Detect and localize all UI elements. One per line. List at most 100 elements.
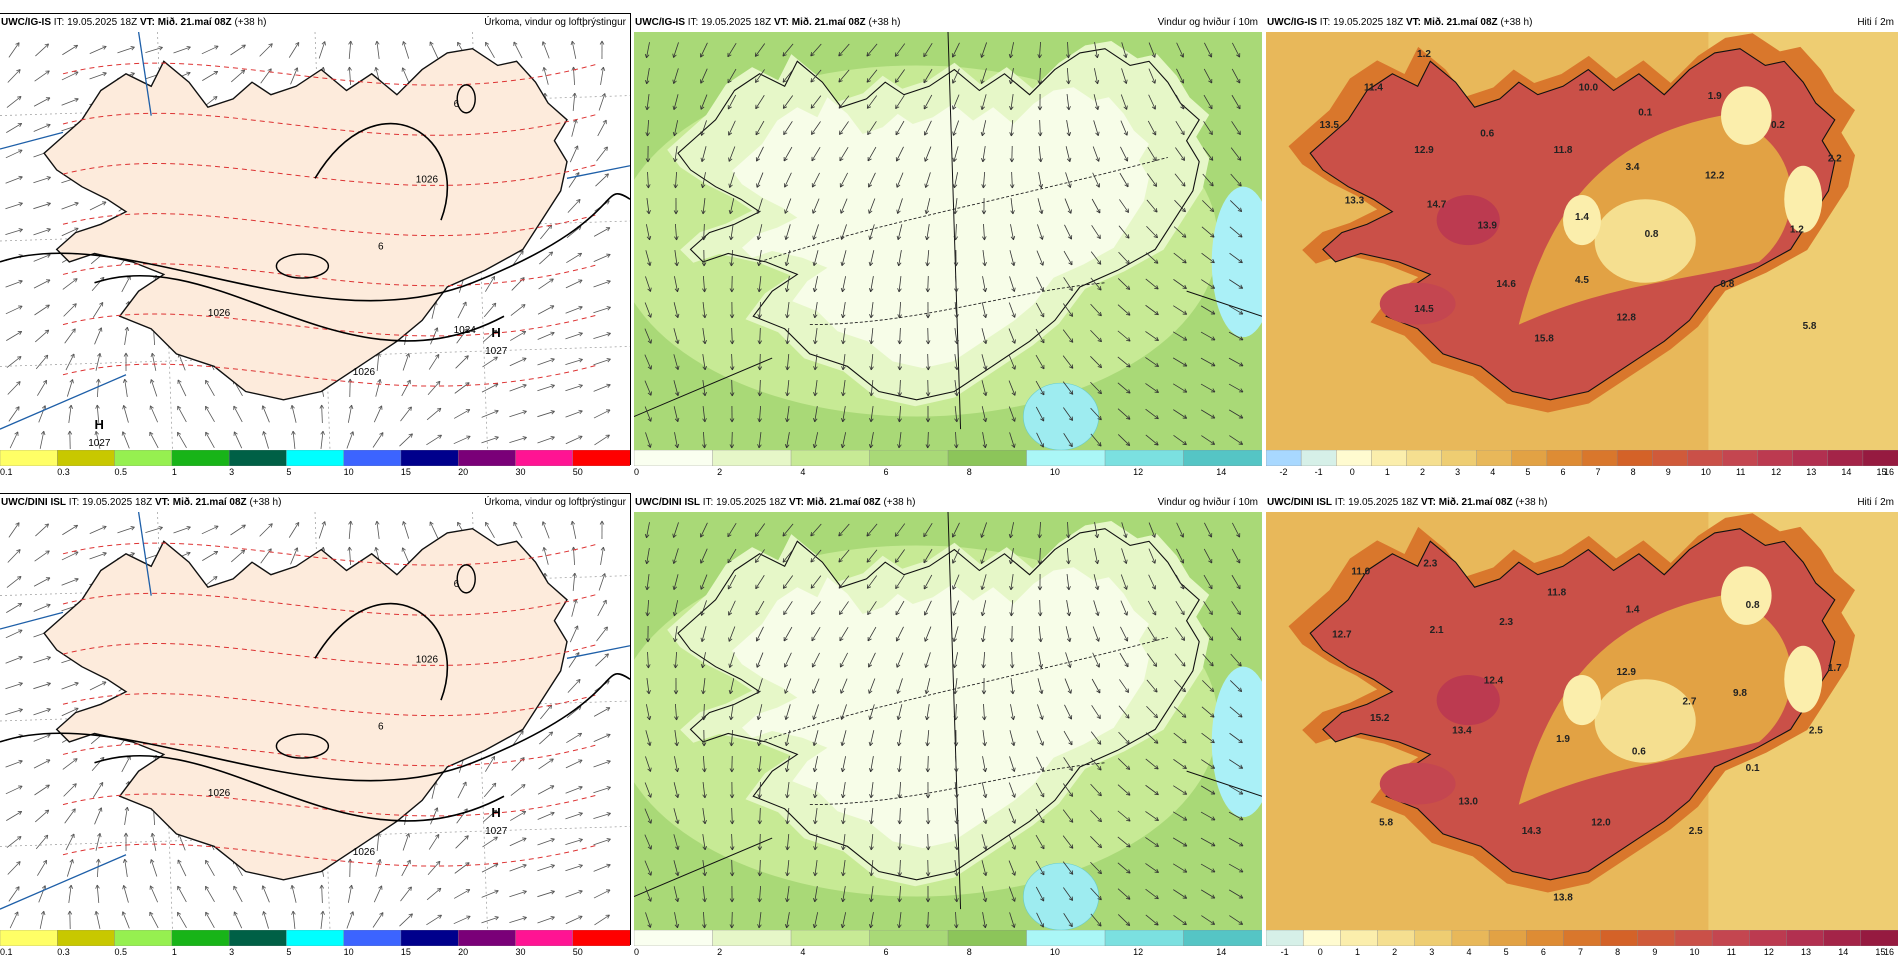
colorbar-tick-label: 5 — [286, 467, 291, 477]
high-pressure-value: 1027 — [485, 346, 508, 357]
colorbar-swatch — [1105, 930, 1184, 946]
colorbar-tick-label: 2 — [1392, 947, 1397, 957]
colorbar-swatch — [1601, 930, 1639, 946]
colorbar-swatch — [870, 450, 949, 466]
isobar-label: 1026 — [416, 174, 439, 185]
colorbar-tick-label: 3 — [229, 467, 234, 477]
contour-label: 6 — [454, 99, 460, 110]
colorbar-tick-label: 1 — [1385, 467, 1390, 477]
map-wind — [634, 512, 1262, 930]
header-model: UWC/DINI ISL — [0, 497, 66, 508]
colorbar-swatch — [1722, 450, 1758, 466]
temperature-value: 2.5 — [1689, 826, 1703, 837]
colorbar-swatch — [1582, 450, 1618, 466]
header-model: UWC/DINI ISL — [634, 497, 700, 508]
colorbar-tick-label: 12 — [1771, 467, 1781, 477]
colorbar-swatch — [515, 450, 573, 466]
colorbar-tick-label: 4 — [1466, 947, 1471, 957]
header-it: IT: 19.05.2025 18Z — [703, 497, 786, 508]
colorbar-tick-label: 5 — [286, 947, 291, 957]
colorbar-tick-label: 0 — [634, 467, 639, 477]
temperature-value: 14.6 — [1496, 279, 1516, 290]
header-vt: VT: Mið. 21.maí 08Z — [789, 497, 881, 508]
colorbar-tick-label: 3 — [1429, 947, 1434, 957]
temperature-value: 0.8 — [1645, 229, 1659, 240]
temperature-value: 13.9 — [1477, 220, 1497, 231]
colorbar-tick-label: 2 — [1420, 467, 1425, 477]
colorbar-swatch — [344, 450, 402, 466]
colorbar-tick-label: 50 — [573, 467, 583, 477]
temperature-value: 5.8 — [1379, 818, 1393, 829]
panel-wind-igis: UWC/IG-IS IT: 19.05.2025 18Z VT: Mið. 21… — [634, 14, 1262, 464]
temperature-value: 13.5 — [1319, 120, 1339, 131]
colorbar-tick-label: 30 — [515, 947, 525, 957]
colorbar — [1266, 450, 1898, 466]
panel-header: UWC/DINI ISL IT: 19.05.2025 18Z VT: Mið.… — [1266, 494, 1898, 512]
temperature-value: 0.8 — [1720, 279, 1734, 290]
map-title: Úrkoma, vindur og loftþrýstingur — [484, 14, 626, 32]
temperature-value: 10.0 — [1579, 83, 1599, 94]
temperature-value: 2.1 — [1430, 625, 1444, 636]
colorbar-tick-label: 10 — [344, 947, 354, 957]
temperature-value: 0.8 — [1746, 600, 1760, 611]
temperature-value: 11.8 — [1554, 145, 1573, 156]
colorbar-tick-label: 8 — [967, 467, 972, 477]
colorbar-tick-label: 0.1 — [0, 947, 13, 957]
colorbar-swatch — [286, 450, 344, 466]
colorbar-tick-label: 10 — [1050, 947, 1060, 957]
colorbar-tick-label: 0 — [634, 947, 639, 957]
colorbar-tick-label: 12 — [1764, 947, 1774, 957]
temperature-value: 0.1 — [1638, 108, 1652, 119]
temperature-value: 2.2 — [1828, 154, 1842, 165]
temperature-value: 12.4 — [1484, 675, 1504, 686]
map-wind — [634, 32, 1262, 450]
colorbar-tick-label: 14 — [1216, 467, 1226, 477]
colorbar-tick-label: 10 — [1690, 947, 1700, 957]
colorbar-swatch — [515, 930, 573, 946]
colorbar-swatch — [344, 930, 402, 946]
colorbar-tick-label: 0 — [1350, 467, 1355, 477]
header-lead: (+38 h) — [249, 497, 281, 508]
colorbar-tick-label: 1 — [172, 947, 177, 957]
colorbar-tick-label: 0.3 — [57, 467, 70, 477]
colorbar-swatch — [1105, 450, 1184, 466]
temperature-value: 14.5 — [1414, 304, 1434, 315]
temperature-value: 4.5 — [1575, 275, 1589, 286]
temperature-value: 11.0 — [1351, 567, 1370, 578]
colorbar-swatch — [115, 930, 173, 946]
colorbar-swatch — [458, 930, 516, 946]
colorbar-swatch — [0, 450, 58, 466]
header-vt: VT: Mið. 21.maí 08Z — [774, 17, 866, 28]
panel-precip-igis: UWC/IG-IS IT: 19.05.2025 18Z VT: Mið. 21… — [0, 14, 630, 464]
isobar-label: 1024 — [454, 325, 477, 336]
colorbar-tick-label: 6 — [1560, 467, 1565, 477]
temperature-value: 1.4 — [1575, 212, 1589, 223]
temperature-value: 12.8 — [1617, 312, 1637, 323]
colorbar-tick-label: 11 — [1727, 947, 1736, 957]
colorbar-tick-label: 9 — [1652, 947, 1657, 957]
temperature-value: 13.4 — [1452, 726, 1472, 737]
colorbar-swatch — [1749, 930, 1787, 946]
colorbar-swatch — [172, 450, 230, 466]
colorbar-swatch — [1652, 450, 1688, 466]
colorbar-tick-label: 14 — [1841, 467, 1851, 477]
colorbar-swatch — [1027, 450, 1106, 466]
colorbar-swatch — [1027, 930, 1106, 946]
colorbar-swatch — [229, 450, 287, 466]
colorbar-tick-label: 15 — [401, 467, 411, 477]
colorbar-tick-label: 6 — [884, 947, 889, 957]
colorbar-swatch — [1442, 450, 1478, 466]
colorbar-tick-label: 1 — [172, 467, 177, 477]
wind-speed-field — [634, 32, 1262, 450]
isobar-label: 1026 — [353, 367, 376, 378]
header-model: UWC/DINI ISL — [1266, 497, 1332, 508]
header-it: IT: 19.05.2025 18Z — [1335, 497, 1418, 508]
contour-label: 6 — [378, 721, 384, 732]
colorbar-tick-label: 5 — [1504, 947, 1509, 957]
map-title: Vindur og hviður í 10m — [1158, 494, 1258, 512]
header-vt: VT: Mið. 21.maí 08Z — [155, 497, 247, 508]
